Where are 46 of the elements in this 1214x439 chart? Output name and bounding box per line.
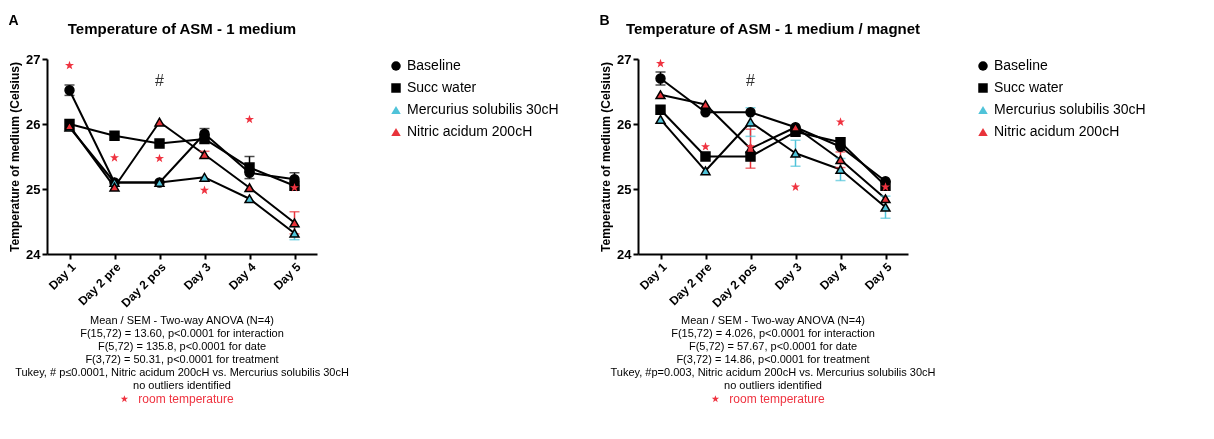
x-tick-label: Day 1 (636, 259, 670, 293)
y-tick-label: 24 (26, 246, 42, 262)
text: F(5,72) = 135.8, p<0.0001 for date (97, 340, 267, 352)
y-tick-label: 27 (26, 51, 41, 67)
x-tick-label: Day 3 (771, 259, 805, 293)
chart-subtitle: B (599, 12, 610, 28)
x-tick-label: Day 5 (861, 259, 895, 293)
text: F(15,72) = 13.60, p<0.0001 for interaction (80, 327, 284, 339)
annotation: # (155, 72, 165, 89)
x-tick-label: Day 1 (45, 259, 79, 293)
text: Mean / SEM - Two-way ANOVA (N=4) (681, 314, 865, 326)
y-tick-label: 27 (617, 51, 632, 67)
y-tick-label: 25 (26, 181, 41, 197)
legend-label: Nitric acidum 200cH (994, 123, 1120, 139)
y-tick-label: 24 (617, 246, 633, 262)
text: F(3,72) = 14.86, p<0.0001 for treatment (676, 353, 870, 365)
legend-label: Nitric acidum 200cH (407, 123, 533, 139)
legend-label: Baseline (994, 57, 1048, 73)
legend-label: Mercurius solubilis 30cH (407, 101, 559, 117)
y-axis-title: Temperature of medium (Celsius) (599, 62, 614, 252)
text: F(15,72) = 4.026, p<0.0001 for interaction (671, 327, 875, 339)
x-tick-label: Day 4 (225, 259, 259, 293)
y-tick-label: 25 (617, 181, 632, 197)
annotation: # (746, 72, 756, 89)
text: no outliers identified (133, 379, 231, 391)
text: Mean / SEM - Two-way ANOVA (N=4) (90, 314, 274, 326)
y-axis-title: Temperature of medium (Celsius) (8, 62, 23, 252)
legend-label: Mercurius solubilis 30cH (994, 101, 1146, 117)
x-tick-label: Day 5 (270, 259, 304, 293)
text: F(5,72) = 57.67, p<0.0001 for date (688, 340, 858, 352)
y-tick-label: 26 (617, 116, 632, 132)
legend-label: Baseline (407, 57, 461, 73)
legend-label: room temperature (729, 392, 826, 406)
legend-label: room temperature (138, 392, 235, 406)
x-tick-label: Day 3 (180, 259, 214, 293)
chart-title: Temperature of ASM - 1 medium (67, 20, 297, 37)
chart-subtitle: A (8, 12, 19, 28)
legend-label: Succ water (407, 79, 477, 95)
chart-title: Temperature of ASM - 1 medium / magnet (625, 20, 921, 37)
text: F(3,72) = 50.31, p<0.0001 for treatment (85, 353, 279, 365)
x-tick-label: Day 4 (816, 259, 850, 293)
text: Tukey, # p≤0.0001, Nitric acidum 200cH vs. Mercurius solubilis 30cH (15, 366, 349, 378)
y-tick-label: 26 (26, 116, 41, 132)
legend-label: Succ water (994, 79, 1064, 95)
text: Tukey, #p=0.003, Nitric acidum 200cH vs. Mercurius solubilis 30cH (610, 366, 936, 378)
text: no outliers identified (724, 379, 822, 391)
